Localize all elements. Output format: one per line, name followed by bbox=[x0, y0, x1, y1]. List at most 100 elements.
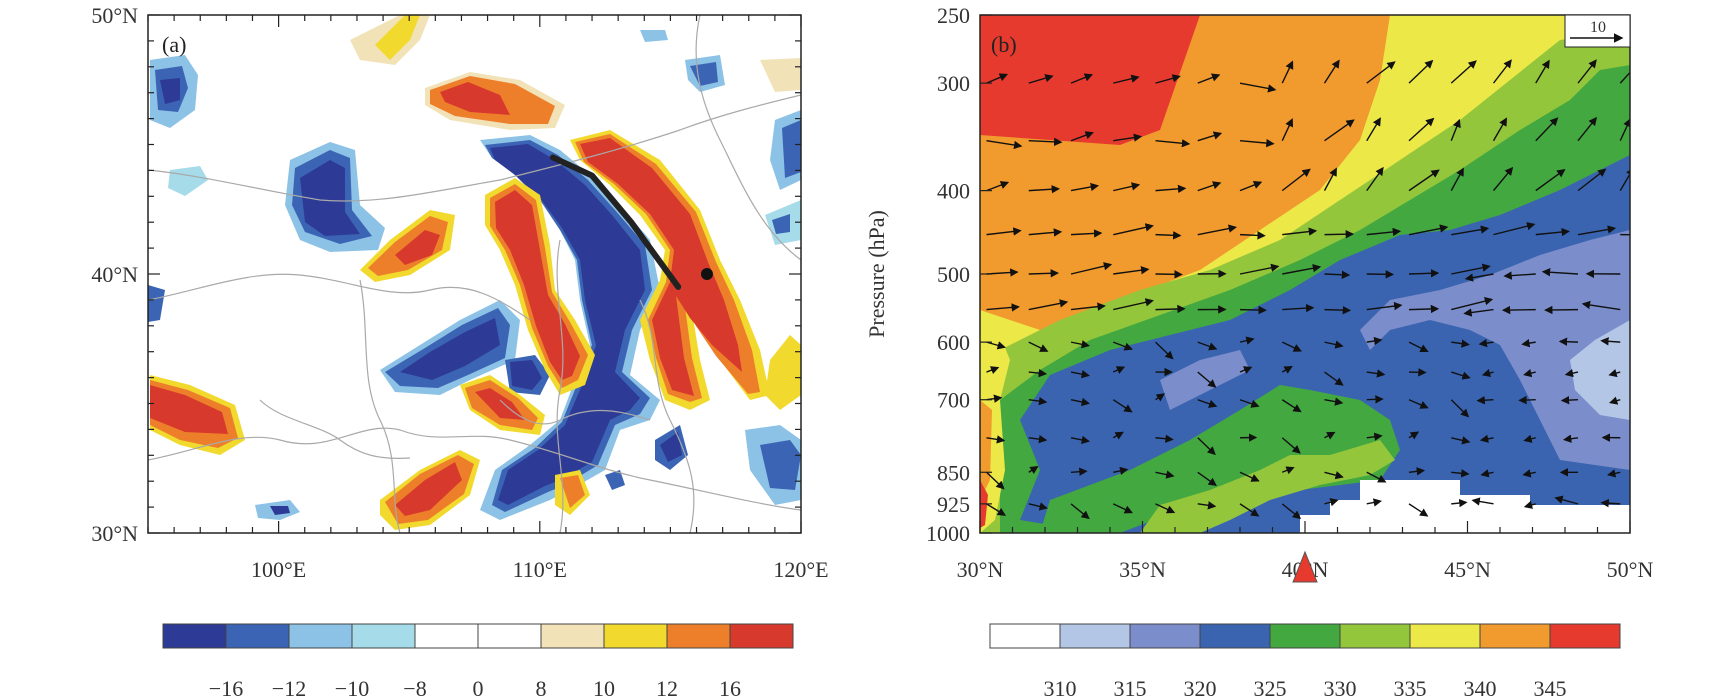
wind-vector-arrow bbox=[1577, 168, 1607, 192]
panel-b-field bbox=[980, 15, 1630, 533]
wind-vector-arrow bbox=[1070, 302, 1106, 311]
wind-vector-arrow bbox=[1155, 393, 1165, 402]
panel-b-x-tick-label: 35°N bbox=[1119, 557, 1166, 582]
wind-vector-arrow bbox=[1197, 181, 1222, 192]
wind-vector-arrow bbox=[1197, 73, 1221, 84]
wind-vector-arrow bbox=[1028, 185, 1060, 194]
panel-b-y-tick-label: 850 bbox=[937, 460, 970, 485]
wind-vector-arrow bbox=[1535, 169, 1566, 192]
wind-vector-arrow bbox=[986, 503, 1007, 516]
wind-vector-arrow bbox=[986, 227, 1022, 236]
wind-vector-arrow bbox=[1408, 503, 1429, 517]
colorbar-label: −16 bbox=[209, 676, 243, 697]
wind-vector-arrow bbox=[1281, 118, 1294, 142]
wind-vector-arrow bbox=[1451, 371, 1471, 380]
wind-vector-arrow bbox=[1366, 336, 1383, 346]
colorbar-swatch bbox=[1339, 623, 1411, 649]
colorbar-label: 12 bbox=[656, 676, 678, 697]
wind-vector-arrow bbox=[1239, 503, 1260, 517]
wind-vector-arrow bbox=[1366, 395, 1384, 404]
colorbar-swatch bbox=[477, 623, 542, 649]
wind-vector-arrow bbox=[1464, 273, 1494, 282]
wind-vector-arrow bbox=[1366, 369, 1386, 378]
colorbar-label: −8 bbox=[403, 676, 426, 697]
colorbar-swatch bbox=[225, 623, 290, 649]
wind-vector-arrow bbox=[1197, 131, 1223, 142]
colorbar-label: 315 bbox=[1114, 676, 1147, 697]
wind-vector-arrow bbox=[1408, 117, 1435, 142]
wind-vector-arrow bbox=[1239, 138, 1275, 148]
wind-vector-arrow bbox=[1197, 341, 1218, 351]
wind-vector-arrow bbox=[1408, 431, 1420, 440]
wind-vector-arrow bbox=[1282, 227, 1318, 236]
wind-vector-arrow bbox=[1600, 498, 1621, 508]
wind-vector-arrow bbox=[1619, 118, 1630, 142]
wind-vector-arrow bbox=[1112, 431, 1124, 440]
wind-vector-arrow bbox=[1492, 59, 1512, 84]
colorbar-swatch bbox=[989, 623, 1061, 649]
wind-vector-arrow bbox=[1281, 399, 1302, 413]
cross-section-line bbox=[549, 154, 682, 290]
panel-a-x-tick-label: 100°E bbox=[251, 557, 306, 582]
panel-b-y-tick-label: 300 bbox=[937, 71, 970, 96]
wind-vector-arrow bbox=[1366, 61, 1396, 84]
wind-vector-arrow bbox=[1619, 167, 1630, 191]
wind-vector-arrow bbox=[1282, 264, 1322, 275]
wind-vector-arrow bbox=[1451, 225, 1490, 236]
colorbar-label: 340 bbox=[1464, 676, 1497, 697]
wind-vector-arrow bbox=[1366, 432, 1383, 441]
colorbar-swatch bbox=[666, 623, 731, 649]
wind-vector-arrow bbox=[1282, 303, 1315, 313]
wind-vector-arrow bbox=[1281, 168, 1311, 192]
reference-vector-box bbox=[1564, 14, 1631, 48]
colorbar-swatch bbox=[1409, 623, 1481, 649]
wind-vector-arrow bbox=[1577, 116, 1598, 142]
wind-vector-arrow bbox=[1577, 225, 1617, 236]
wind-vector-arrow bbox=[1323, 167, 1337, 191]
wind-vector-arrow bbox=[1197, 371, 1217, 388]
wind-vector-arrow bbox=[1479, 434, 1494, 443]
wind-vector-arrow bbox=[1028, 434, 1048, 444]
colorbar-swatch bbox=[1199, 623, 1271, 649]
wind-vector-arrow bbox=[1113, 182, 1141, 192]
wind-vector-arrow bbox=[1324, 471, 1344, 480]
wind-vector-arrow bbox=[1281, 503, 1302, 520]
wind-vector-arrow bbox=[1239, 305, 1267, 315]
colorbar-label: −12 bbox=[272, 676, 306, 697]
wind-vector-arrow bbox=[1366, 166, 1384, 192]
wind-vector-arrow bbox=[1619, 71, 1630, 84]
colorbar-label: 345 bbox=[1534, 676, 1567, 697]
wind-vector-arrow bbox=[1239, 366, 1253, 374]
wind-vector-arrow bbox=[1155, 503, 1176, 514]
wind-vector-arrow bbox=[1155, 231, 1182, 240]
wind-vector-arrow bbox=[1607, 469, 1621, 478]
panel-b-x-tick-label: 30°N bbox=[957, 557, 1004, 582]
wind-vector-arrow bbox=[1451, 436, 1471, 445]
wind-vector-arrow bbox=[1522, 469, 1536, 478]
wind-vector-arrow bbox=[1451, 498, 1468, 508]
panel-a-y-tick-label: 40°N bbox=[91, 262, 138, 287]
wind-vector-arrow bbox=[1028, 341, 1049, 352]
wind-vector-arrow bbox=[1558, 337, 1579, 346]
wind-vector-arrow bbox=[1155, 341, 1174, 360]
wind-vector-arrow bbox=[1155, 184, 1187, 194]
wind-vector-arrow bbox=[1366, 498, 1382, 507]
panel-b-y-tick-label: 600 bbox=[937, 330, 970, 355]
wind-vector-arrow bbox=[1070, 131, 1094, 142]
panel-b-y-tick-label: 1000 bbox=[926, 521, 970, 546]
wind-vector-arrow bbox=[1155, 139, 1191, 148]
wind-vector-arrow bbox=[1451, 339, 1470, 348]
wind-vector-arrow bbox=[1070, 262, 1113, 275]
wind-vector-arrow bbox=[1028, 368, 1048, 378]
wind-vector-arrow bbox=[1451, 469, 1470, 478]
location-point bbox=[700, 268, 713, 280]
wind-vector-arrow bbox=[1239, 399, 1260, 408]
wind-vector-arrow bbox=[1028, 74, 1054, 84]
wind-vector-arrow bbox=[1481, 368, 1494, 378]
wind-vector-arrow bbox=[1239, 82, 1277, 93]
wind-vector-arrow bbox=[1239, 180, 1263, 192]
colorbar-swatch bbox=[729, 623, 794, 649]
colorbar-label: 16 bbox=[719, 676, 741, 697]
wind-vector-arrow bbox=[1197, 437, 1216, 456]
panel-a-field bbox=[148, 15, 801, 533]
